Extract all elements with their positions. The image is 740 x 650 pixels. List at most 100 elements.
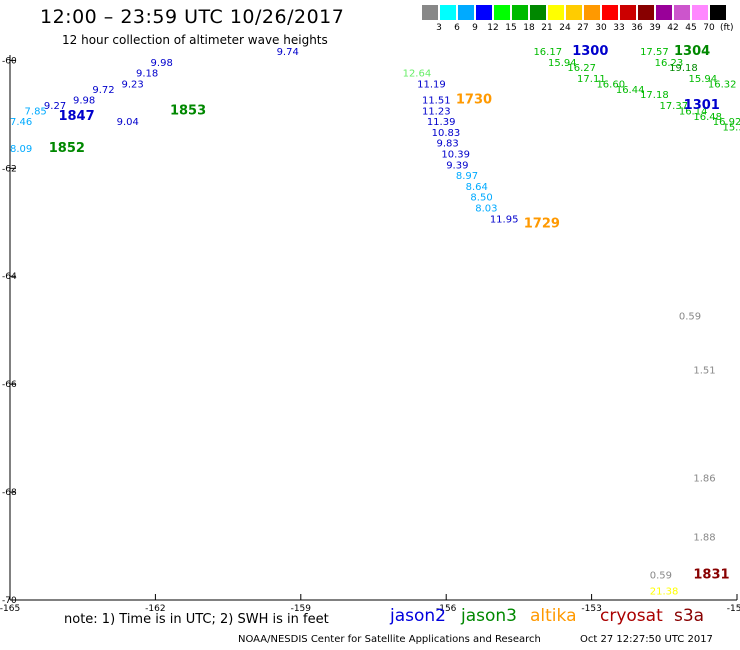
wave-height-value: 10.39 [441,150,470,161]
wave-height-value: 17.11 [577,74,606,85]
lat-label: -66 [2,380,17,390]
lon-label: -153 [581,604,601,614]
wave-height-value: 1.86 [693,473,715,484]
wave-height-value: 11.23 [422,106,451,117]
pass-time-label: 1852 [49,141,85,156]
legend-label: 70 [703,23,715,33]
wave-height-value: 16.60 [596,79,625,90]
satellite-label-altika: altika [530,606,577,626]
footer-credit: NOAA/NESDIS Center for Satellite Applica… [238,634,541,645]
wave-height-value: 0.59 [679,311,701,322]
wave-height-value: 16.14 [679,106,708,117]
wave-height-value: 9.83 [437,139,459,150]
lon-label: -156 [436,604,457,614]
wave-height-value: 1.88 [693,533,715,544]
note-text: note: 1) Time is in UTC; 2) SWH is in fe… [64,612,329,627]
wave-height-value: 7.46 [10,117,32,128]
wave-height-value: 8.97 [456,171,478,182]
pass-time-label: 1300 [572,44,608,59]
wave-height-value: 9.18 [136,69,158,80]
lon-label: -165 [0,604,20,614]
lat-label: -64 [2,272,17,282]
legend-swatch [710,5,726,20]
legend-swatch [674,5,690,20]
legend-swatch [494,5,510,20]
legend-label: 6 [454,23,460,33]
wave-height-value: 11.95 [490,214,519,225]
legend-swatch [602,5,618,20]
satellite-label-jason2: jason2 [390,606,446,626]
wave-height-value: 11.39 [427,117,456,128]
wave-height-value: 15.39 [722,123,740,134]
legend-swatch [530,5,546,20]
legend-swatch [512,5,528,20]
legend-label: 21 [541,23,553,33]
pass-time-label: 1304 [674,44,710,59]
wave-height-value: 9.27 [44,101,66,112]
wave-height-value: 16.17 [533,47,562,58]
legend-label: 30 [595,23,607,33]
legend-label: 18 [523,23,535,33]
legend-swatch [458,5,474,20]
wave-height-value: 17.37 [659,101,688,112]
wave-height-value: 16.32 [708,79,737,90]
legend-swatch [656,5,672,20]
wave-height-value: 9.74 [277,47,299,58]
wave-height-value: 17.57 [640,47,669,58]
wave-height-value: 8.03 [475,203,497,214]
legend-swatch [566,5,582,20]
legend-swatch [638,5,654,20]
lat-label: -68 [2,488,17,498]
satellite-label-cryosat: cryosat [600,606,663,626]
footer-timestamp: Oct 27 12:27:50 UTC 2017 [580,634,713,645]
wave-height-value: 10.83 [432,128,461,139]
lat-label: -62 [2,164,17,174]
wave-height-value: 15.94 [548,58,577,69]
legend-label: 12 [487,23,499,33]
lon-label: -150 [727,604,740,614]
legend-label: 39 [649,23,661,33]
wave-height-value: 15.94 [689,74,718,85]
legend-label: 24 [559,23,571,33]
legend-swatch [692,5,708,20]
wave-height-value: 11.19 [417,79,446,90]
legend-label: 45 [685,23,697,33]
legend-label: 42 [667,23,679,33]
legend-swatch [476,5,492,20]
legend-unit: (ft) [720,23,734,33]
legend-label: 33 [613,23,625,33]
pass-time-label: 1301 [684,98,720,113]
wave-height-value: 11.51 [422,96,451,107]
wave-height-value: 16.23 [655,58,684,69]
lat-label: -70 [2,596,17,606]
wave-height-value: 16.92 [713,117,740,128]
pass-time-label: 1831 [693,567,729,582]
pass-time-label: 1730 [456,93,492,108]
wave-height-value: 9.04 [117,117,139,128]
wave-height-value: 9.72 [92,85,114,96]
lat-label: -60 [2,56,17,66]
legend-label: 9 [472,23,478,33]
wave-height-value: 8.64 [466,182,488,193]
wave-height-value: 16.44 [616,85,645,96]
wave-height-value: 0.59 [650,570,672,581]
lon-label: -159 [291,604,312,614]
legend-swatch [440,5,456,20]
lon-label: -162 [145,604,165,614]
wave-height-value: 16.27 [567,63,596,74]
legend-swatch [584,5,600,20]
wave-height-value: 21.38 [650,587,679,598]
satellite-label-s3a: s3a [674,606,705,626]
wave-height-value: 8.50 [470,193,492,204]
map-subtitle: 12 hour collection of altimeter wave hei… [62,33,328,47]
wave-height-value: 1.51 [693,365,715,376]
wave-height-value: 9.98 [73,96,95,107]
legend-swatch [548,5,564,20]
wave-height-value: 9.23 [121,79,143,90]
map-title: 12:00 – 23:59 UTC 10/26/2017 [40,6,345,28]
wave-height-value: 9.98 [151,58,173,69]
wave-height-value: 9.39 [446,160,468,171]
wave-height-value: 7.85 [25,106,47,117]
wave-height-value: 17.18 [640,90,669,101]
